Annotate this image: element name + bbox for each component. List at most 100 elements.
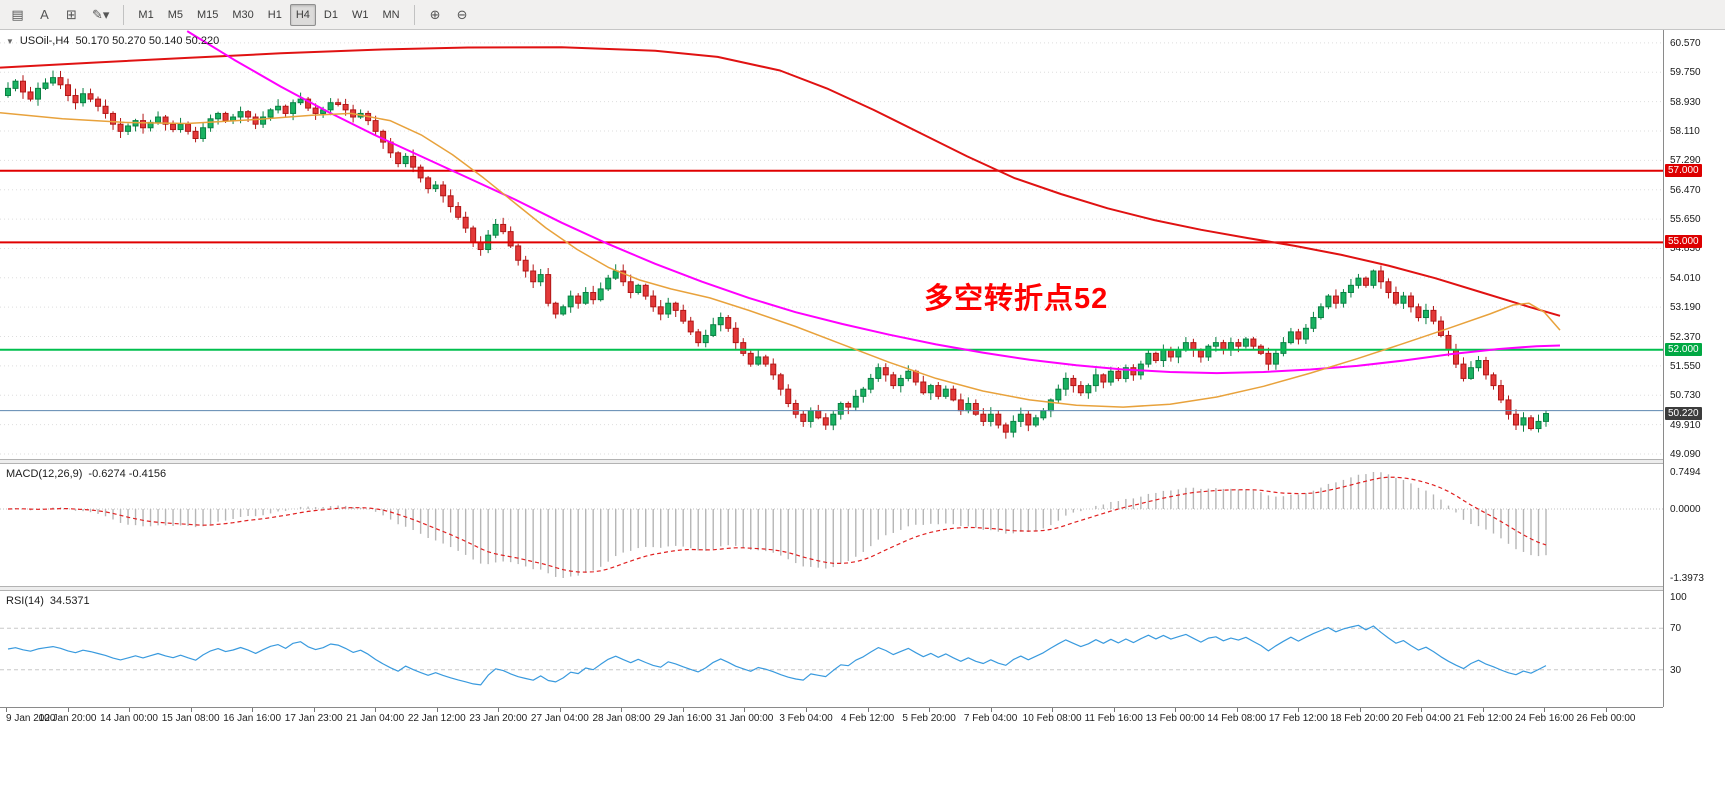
time-tick	[559, 708, 561, 712]
time-axis-label: 22 Jan 12:00	[407, 713, 466, 724]
timeframe-m1[interactable]: M1	[138, 8, 154, 21]
toolbar-separator	[413, 4, 415, 25]
macd-panel[interactable]: MACD(12,26,9) -0.6274 -0.4156	[0, 464, 1663, 586]
time-axis-label: 17 Feb 12:00	[1268, 713, 1328, 724]
macd-title: MACD(12,26,9) -0.6274 -0.4156	[6, 468, 166, 480]
timeframe-m5[interactable]: M5	[167, 8, 183, 21]
price-axis-label: 57.290	[1670, 155, 1701, 167]
price-axis-label: 56.470	[1670, 184, 1701, 196]
time-tick	[252, 708, 254, 712]
time-tick	[929, 708, 931, 712]
rsi-panel[interactable]: RSI(14) 34.5371	[0, 591, 1663, 707]
price-axis-label: 53.190	[1670, 302, 1701, 314]
price-badge: 57.000	[1665, 163, 1702, 177]
price-axis-label: 59.750	[1670, 67, 1701, 79]
time-tick	[682, 708, 684, 712]
text-label-icon[interactable]: A	[40, 7, 49, 22]
time-tick	[1175, 708, 1177, 712]
time-axis-label: 10 Feb 08:00	[1022, 713, 1082, 724]
timeframe-d1[interactable]: D1	[323, 8, 338, 21]
time-tick	[1052, 708, 1054, 712]
time-tick	[1236, 708, 1238, 712]
macd-axis-label: 0.0000	[1670, 504, 1701, 515]
time-tick	[1482, 708, 1484, 712]
symbol-label: USOil-,H4	[19, 35, 70, 47]
price-badge: 52.000	[1665, 342, 1702, 356]
chart-bars-icon[interactable]: ▤	[11, 6, 24, 22]
timeframe-mn[interactable]: MN	[382, 8, 400, 21]
time-tick	[1298, 708, 1300, 712]
zoom-in-icon[interactable]: ⊕	[429, 6, 441, 22]
time-axis-label: 10 Jan 20:00	[38, 713, 97, 724]
time-tick	[1359, 708, 1361, 712]
timeframe-m30[interactable]: M30	[232, 8, 254, 21]
macd-axis-label: 0.7494	[1670, 467, 1701, 478]
time-axis-label: 20 Feb 04:00	[1391, 713, 1451, 724]
time-tick	[313, 708, 315, 712]
time-axis-label: 27 Jan 04:00	[530, 713, 589, 724]
time-tick	[190, 708, 192, 712]
panel-separator[interactable]	[0, 586, 1725, 591]
price-axis-label: 54.010	[1670, 272, 1701, 284]
panel-separator[interactable]	[0, 459, 1725, 464]
timeframe-m15[interactable]: M15	[196, 8, 219, 21]
timeframe-h4[interactable]: H4	[289, 3, 316, 26]
time-axis-label: 13 Feb 00:00	[1145, 713, 1205, 724]
macd-values: -0.6274 -0.4156	[88, 468, 167, 480]
rsi-axis-label: 100	[1670, 592, 1687, 603]
timeframe-w1[interactable]: W1	[351, 8, 369, 21]
time-tick	[498, 708, 500, 712]
rsi-canvas[interactable]	[0, 591, 1663, 707]
ma-red	[0, 46, 1561, 317]
price-badge: 55.000	[1665, 235, 1702, 249]
chart-title: ▼ USOil-,H4 50.170 50.270 50.140 50.220	[6, 35, 219, 47]
time-axis-label: 23 Jan 20:00	[469, 713, 528, 724]
ma-magenta	[186, 30, 1561, 375]
time-axis-label: 14 Feb 08:00	[1207, 713, 1267, 724]
time-axis-label: 9 Jan 2020	[6, 713, 56, 724]
zoom-out-icon[interactable]: ⊖	[456, 6, 468, 22]
toolbar: ▤ A ⊞ ✎▾ M1 M5 M15 M30 H1 H4 D1 W1 MN ⊕ ⊖	[0, 0, 1725, 30]
time-axis-label: 11 Feb 16:00	[1084, 713, 1143, 724]
time-axis-label: 7 Feb 04:00	[963, 713, 1018, 724]
price-axis-label: 50.730	[1670, 390, 1701, 402]
time-tick	[621, 708, 623, 712]
price-axis-label: 51.550	[1670, 360, 1701, 372]
time-axis-label: 31 Jan 00:00	[715, 713, 774, 724]
toolbar-separator	[123, 4, 125, 25]
main-chart-panel[interactable]: ▼ USOil-,H4 50.170 50.270 50.140 50.220	[0, 30, 1663, 459]
chart-annotation-text[interactable]: 多空转折点52	[924, 283, 1109, 315]
time-tick	[6, 708, 7, 712]
draw-tools-icon[interactable]: ✎▾	[92, 6, 110, 22]
time-tick	[1421, 708, 1423, 712]
price-axis-label: 49.090	[1670, 448, 1701, 460]
price-axis[interactable]: 60.570 59.750 58.930 58.110 57.290 56.470 55.6…	[1663, 30, 1725, 707]
rsi-axis-label: 70	[1670, 623, 1682, 635]
time-tick	[67, 708, 69, 712]
price-badge: 50.220	[1665, 406, 1702, 420]
crosshair-icon[interactable]: ⊞	[66, 6, 77, 22]
ohlc-values: 50.170 50.270 50.140 50.220	[75, 35, 220, 47]
time-axis-label: 21 Jan 04:00	[346, 713, 405, 724]
rsi-label: RSI(14)	[6, 595, 44, 607]
ma-orange	[0, 111, 1561, 408]
collapse-indicator-icon[interactable]: ▼	[6, 36, 14, 46]
time-axis-label: 18 Feb 20:00	[1330, 713, 1390, 724]
time-tick	[129, 708, 131, 712]
time-tick	[1544, 708, 1546, 712]
rsi-axis-label: 30	[1670, 664, 1682, 676]
time-tick	[744, 708, 746, 712]
main-chart-canvas[interactable]	[0, 30, 1663, 459]
macd-label: MACD(12,26,9)	[6, 468, 83, 480]
macd-canvas[interactable]	[0, 464, 1663, 586]
price-axis-label: 58.110	[1670, 125, 1700, 137]
price-axis-label: 52.370	[1670, 331, 1701, 343]
time-tick	[867, 708, 869, 712]
time-tick	[375, 708, 377, 712]
time-tick	[806, 708, 807, 712]
timeframe-h1[interactable]: H1	[267, 8, 282, 21]
price-axis-label: 49.910	[1670, 419, 1701, 431]
time-axis-label: 24 Feb 16:00	[1514, 713, 1574, 724]
time-axis-label: 29 Jan 16:00	[654, 713, 712, 724]
time-axis[interactable]: 9 Jan 2020 10 Jan 20:00 14 Jan 00:00 15 Jan…	[0, 707, 1663, 729]
